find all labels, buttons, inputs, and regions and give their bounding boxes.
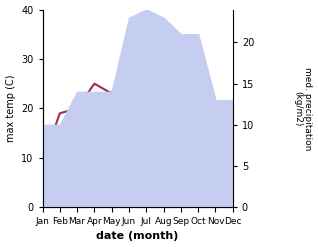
Y-axis label: max temp (C): max temp (C) bbox=[5, 75, 16, 142]
X-axis label: date (month): date (month) bbox=[96, 231, 179, 242]
Y-axis label: med. precipitation
(kg/m2): med. precipitation (kg/m2) bbox=[293, 67, 313, 150]
